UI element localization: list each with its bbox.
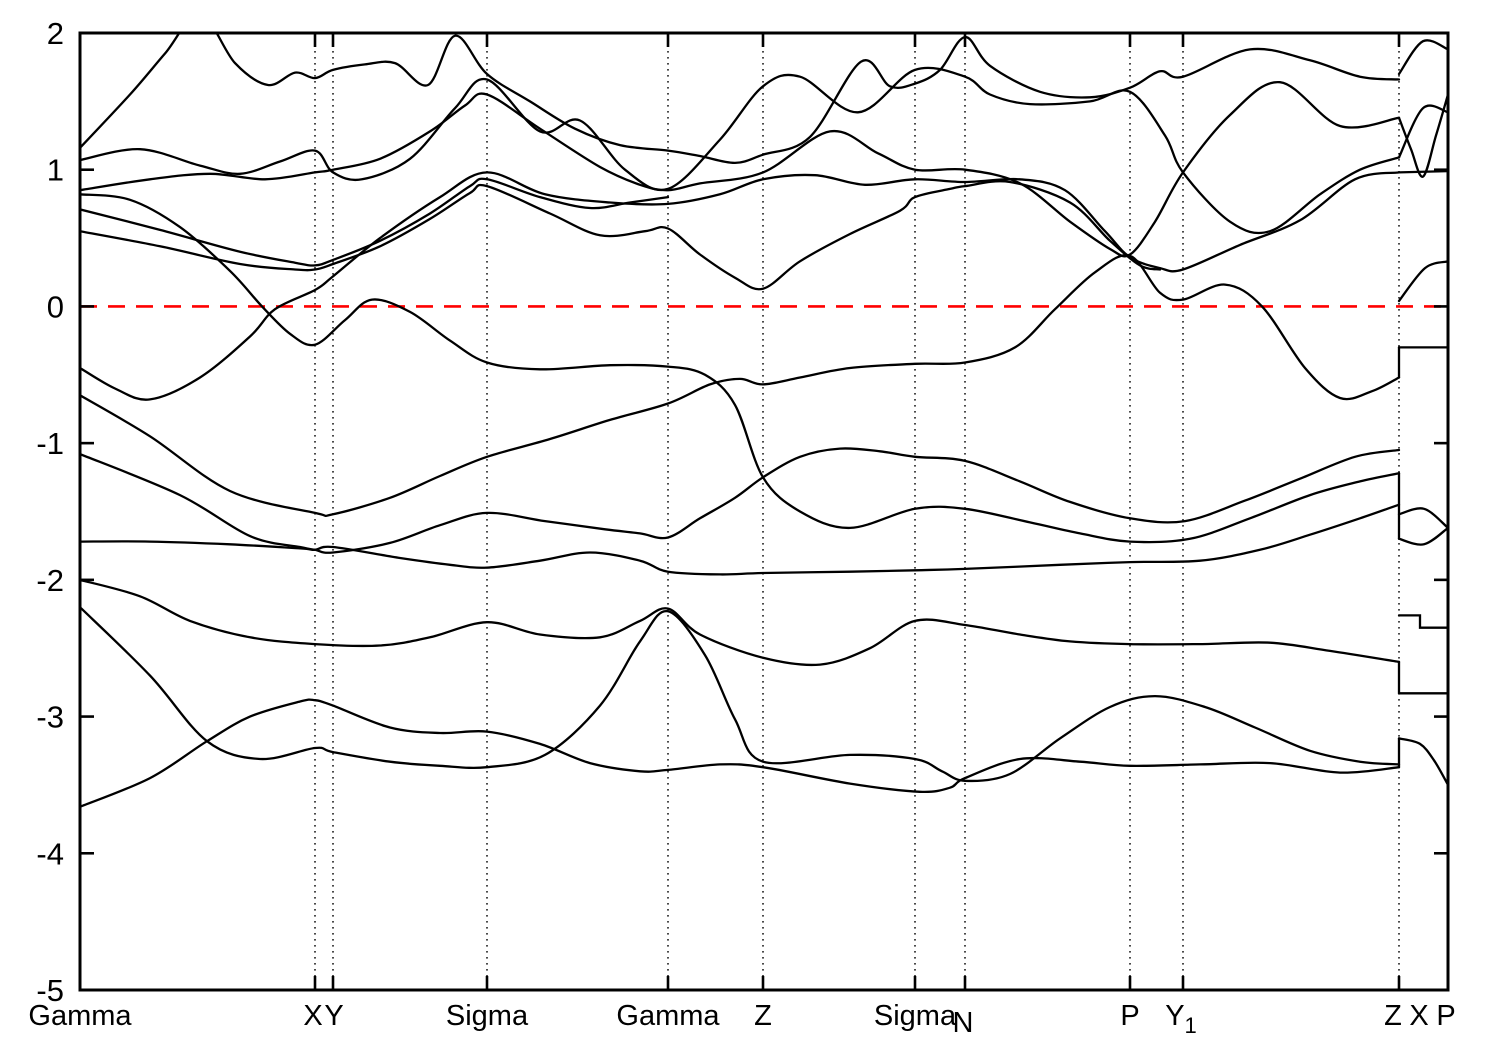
x-tick-label-gamma: Gamma bbox=[28, 1000, 132, 1032]
band-12 bbox=[80, 606, 1401, 783]
bands-group bbox=[80, 33, 1448, 808]
x-tick-label-sigma: Sigma bbox=[874, 1000, 957, 1032]
x-tick-label-p: P bbox=[1120, 1000, 1139, 1032]
x-tick-label-z: Z bbox=[1384, 1000, 1402, 1032]
seg-right-09 bbox=[1397, 614, 1448, 629]
y-tick-label: -2 bbox=[36, 563, 64, 598]
band-09 bbox=[80, 447, 1401, 554]
band-13 bbox=[80, 698, 1401, 808]
y-tick-label: -5 bbox=[36, 973, 64, 1008]
seg-right-03 bbox=[1397, 104, 1448, 159]
band-03 bbox=[80, 81, 1401, 258]
band-07 bbox=[80, 193, 1401, 544]
seg-right-01 bbox=[1397, 39, 1448, 76]
x-tick-label-p: P bbox=[1436, 1000, 1455, 1032]
seg-right-07 bbox=[1397, 507, 1448, 530]
band-08 bbox=[80, 254, 1401, 518]
band-02 bbox=[80, 66, 1401, 235]
y-tick-label: -4 bbox=[36, 836, 64, 871]
axis-ticks bbox=[80, 31, 1448, 992]
x-tick-label-sigma: Sigma bbox=[446, 1000, 529, 1032]
seg-right-11 bbox=[1397, 737, 1448, 787]
y-tick-label: 1 bbox=[47, 153, 64, 188]
x-gridlines bbox=[314, 33, 1400, 990]
seg-right-04 bbox=[1397, 169, 1448, 174]
seg-right-05 bbox=[1397, 260, 1448, 303]
x-tick-label-x: X bbox=[303, 1000, 322, 1032]
y-tick-label: -3 bbox=[36, 700, 64, 735]
band-01 bbox=[80, 33, 1401, 165]
seg-right-08 bbox=[1397, 526, 1448, 546]
band-06 bbox=[80, 171, 1401, 401]
y-tick-label: 0 bbox=[47, 289, 64, 324]
band-05 bbox=[80, 180, 1162, 291]
x-tick-label-y: Y1 bbox=[1165, 1000, 1197, 1038]
x-tick-label-gamma: Gamma bbox=[616, 1000, 720, 1032]
band-04 bbox=[80, 177, 670, 267]
x-tick-label-n: N bbox=[953, 1007, 974, 1039]
x-tick-label-x: X bbox=[1409, 1000, 1428, 1032]
y-tick-label: -1 bbox=[36, 426, 64, 461]
x-tick-label-z: Z bbox=[754, 1000, 772, 1032]
y-axis-tick-labels: 2 1 0 -1 -2 -3 -4 -5 bbox=[36, 16, 64, 1008]
band-11 bbox=[80, 578, 1401, 667]
band-10 bbox=[80, 503, 1401, 576]
x-tick-label-y: Y bbox=[324, 1000, 343, 1032]
y-tick-label: 2 bbox=[47, 16, 64, 51]
